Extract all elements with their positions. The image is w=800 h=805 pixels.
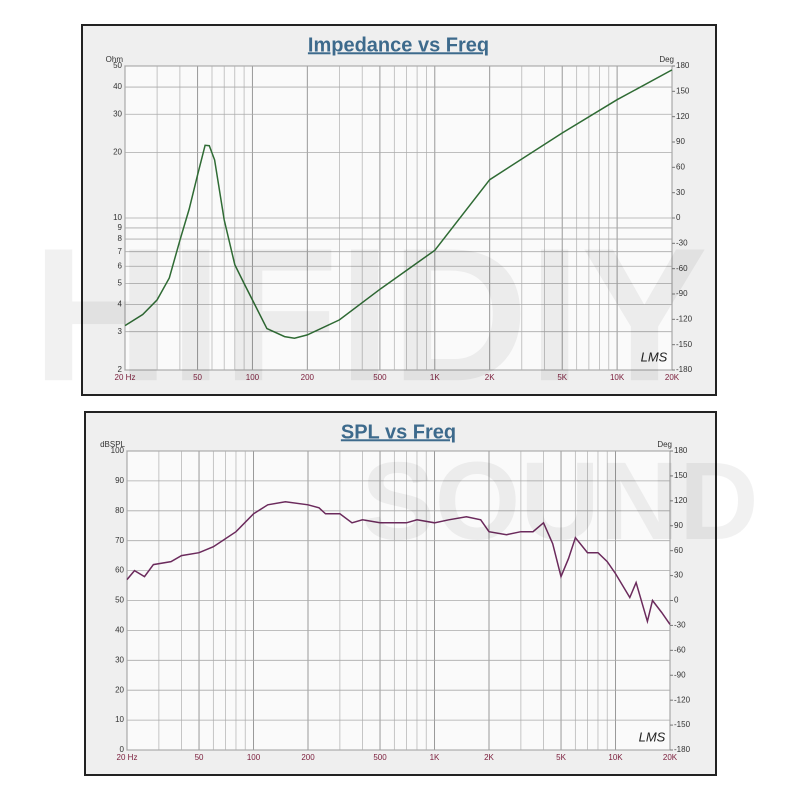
chart-title: Impedance vs Freq	[308, 34, 489, 56]
y2-tick-label: 150	[676, 86, 690, 95]
chart-title: SPL vs Freq	[341, 421, 456, 443]
x-tick-label: 5K	[556, 753, 566, 762]
x-tick-label: 500	[373, 373, 387, 382]
watermark: SOUND	[361, 440, 758, 563]
logo: LMS	[641, 349, 668, 364]
y-tick-label: 4	[118, 300, 123, 309]
watermark: HIFIDIY	[32, 209, 708, 421]
y2-tick-label: 0	[676, 213, 681, 222]
y2-tick-label: -90	[674, 670, 686, 679]
x-tick-label: 2K	[484, 753, 494, 762]
y2-tick-label: -120	[674, 695, 691, 704]
x-tick-label: 200	[301, 753, 315, 762]
y-tick-label: 9	[118, 223, 123, 232]
y-tick-label: 0	[120, 745, 125, 754]
y-tick-label: 2	[118, 365, 123, 374]
y2-tick-label: -30	[676, 238, 688, 247]
y-tick-label: 40	[113, 82, 122, 91]
y2-tick-label: 60	[676, 162, 685, 171]
y-tick-label: 3	[118, 327, 123, 336]
y2-axis-label: Deg	[657, 440, 672, 449]
y2-tick-label: 0	[674, 596, 679, 605]
y-tick-label: 50	[113, 61, 122, 70]
y-tick-label: 10	[113, 213, 122, 222]
y-axis-label: dBSPL	[100, 440, 125, 449]
logo: LMS	[639, 729, 666, 744]
x-tick-label: 500	[373, 753, 387, 762]
y2-tick-label: 90	[674, 521, 683, 530]
y-tick-label: 50	[115, 596, 124, 605]
x-tick-label: 100	[247, 753, 261, 762]
data-line	[124, 69, 673, 339]
x-tick-label: 20K	[663, 753, 678, 762]
y2-tick-label: -150	[676, 340, 693, 349]
y2-tick-label: -30	[674, 621, 686, 630]
x-tick-label: 100	[246, 373, 260, 382]
y-axis-label: Ohm	[106, 55, 124, 64]
y2-tick-label: 30	[674, 571, 683, 580]
x-tick-label: 5K	[557, 373, 567, 382]
y2-tick-label: 120	[676, 112, 690, 121]
y2-tick-label: -60	[676, 264, 688, 273]
x-tick-label: 10K	[608, 753, 623, 762]
y2-tick-label: -150	[674, 720, 691, 729]
x-tick-label: 20 Hz	[117, 753, 138, 762]
y-tick-label: 20	[113, 148, 122, 157]
y2-tick-label: 90	[676, 137, 685, 146]
y2-tick-label: -180	[674, 745, 691, 754]
y2-tick-label: 150	[674, 471, 688, 480]
y-tick-label: 30	[115, 655, 124, 664]
y2-tick-label: -60	[674, 645, 686, 654]
y-tick-label: 60	[115, 566, 124, 575]
x-tick-label: 1K	[430, 753, 440, 762]
y2-tick-label: -90	[676, 289, 688, 298]
y-tick-label: 8	[118, 234, 123, 243]
y2-axis-label: Deg	[659, 55, 674, 64]
y2-tick-label: -120	[676, 314, 693, 323]
y-tick-label: 70	[115, 536, 124, 545]
y-tick-label: 90	[115, 476, 124, 485]
y2-tick-label: 30	[676, 188, 685, 197]
x-tick-label: 20 Hz	[115, 373, 136, 382]
x-tick-label: 20K	[665, 373, 680, 382]
y2-tick-label: 180	[676, 61, 690, 70]
x-tick-label: 10K	[610, 373, 625, 382]
y2-tick-label: 60	[674, 546, 683, 555]
x-tick-label: 50	[193, 373, 202, 382]
y-tick-label: 20	[115, 685, 124, 694]
y-tick-label: 100	[111, 446, 125, 455]
y-tick-label: 5	[118, 279, 123, 288]
y-tick-label: 10	[115, 715, 124, 724]
y2-tick-label: -180	[676, 365, 693, 374]
y2-tick-label: 180	[674, 446, 688, 455]
x-tick-label: 200	[301, 373, 315, 382]
y-tick-label: 40	[115, 626, 124, 635]
y-tick-label: 7	[118, 247, 123, 256]
y-tick-label: 80	[115, 506, 124, 515]
x-tick-label: 1K	[430, 373, 440, 382]
x-tick-label: 50	[195, 753, 204, 762]
y-tick-label: 30	[113, 109, 122, 118]
data-line	[126, 501, 671, 625]
y-tick-label: 6	[118, 261, 123, 270]
x-tick-label: 2K	[485, 373, 495, 382]
y2-tick-label: 120	[674, 496, 688, 505]
